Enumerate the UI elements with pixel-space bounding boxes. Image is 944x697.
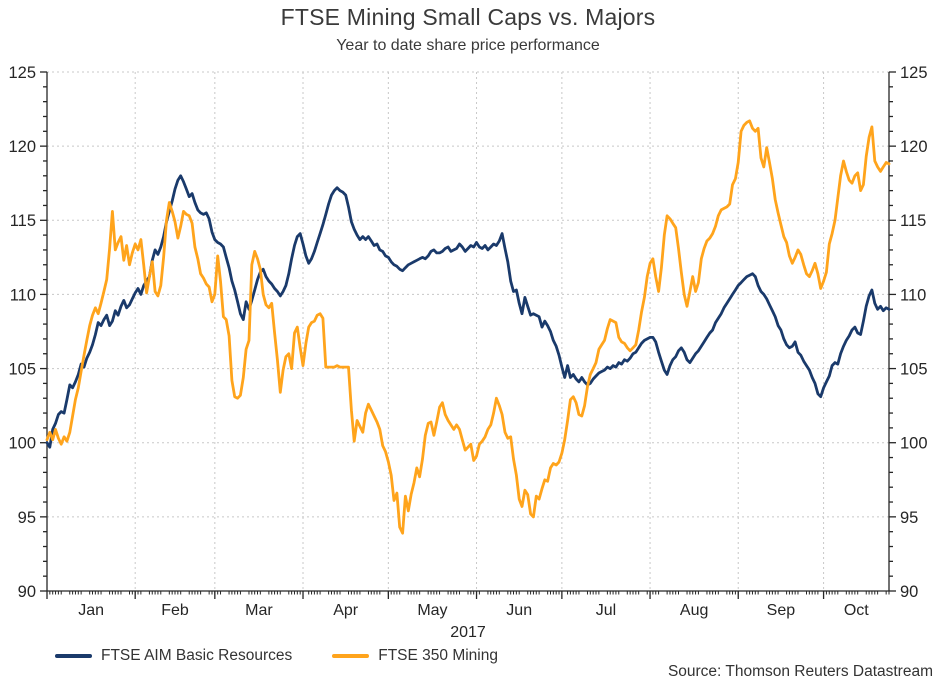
svg-text:Oct: Oct <box>844 602 869 619</box>
legend-line-swatch-aim <box>55 654 92 658</box>
svg-text:Jun: Jun <box>506 602 532 619</box>
chart-subtitle: Year to date share price performance <box>336 37 600 54</box>
svg-text:Jul: Jul <box>596 602 616 619</box>
chart-title: FTSE Mining Small Caps vs. Majors <box>280 4 656 30</box>
svg-text:120: 120 <box>900 138 928 156</box>
legend: FTSE AIM Basic Resources FTSE 350 Mining <box>55 647 498 665</box>
svg-text:115: 115 <box>900 212 926 230</box>
svg-text:90: 90 <box>900 583 918 601</box>
legend-label-mining: FTSE 350 Mining <box>378 647 498 664</box>
legend-line-swatch-mining <box>332 654 370 658</box>
svg-text:100: 100 <box>8 435 36 453</box>
legend-label-aim: FTSE AIM Basic Resources <box>101 647 293 664</box>
svg-text:Sep: Sep <box>767 602 796 619</box>
source-credit: Source: Thomson Reuters Datastream <box>667 663 933 680</box>
svg-text:Apr: Apr <box>333 602 359 619</box>
legend-item-aim-basic-resources: FTSE AIM Basic Resources <box>55 647 292 665</box>
svg-text:110: 110 <box>10 286 36 304</box>
x-axis-year-label: 2017 <box>450 624 486 641</box>
svg-text:Mar: Mar <box>245 602 273 619</box>
svg-text:90: 90 <box>18 583 36 601</box>
svg-text:105: 105 <box>900 361 928 379</box>
svg-text:Aug: Aug <box>680 602 708 619</box>
svg-text:105: 105 <box>8 361 36 379</box>
svg-text:100: 100 <box>900 435 928 453</box>
svg-text:Jan: Jan <box>78 602 104 619</box>
svg-text:115: 115 <box>10 212 36 230</box>
svg-text:95: 95 <box>900 509 918 527</box>
svg-text:110: 110 <box>900 286 926 304</box>
legend-item-350-mining: FTSE 350 Mining <box>332 647 498 665</box>
svg-text:May: May <box>417 602 447 619</box>
svg-text:120: 120 <box>8 138 36 156</box>
svg-text:125: 125 <box>8 64 36 82</box>
svg-text:125: 125 <box>900 64 928 82</box>
svg-text:95: 95 <box>18 509 36 527</box>
svg-text:Feb: Feb <box>161 602 189 619</box>
